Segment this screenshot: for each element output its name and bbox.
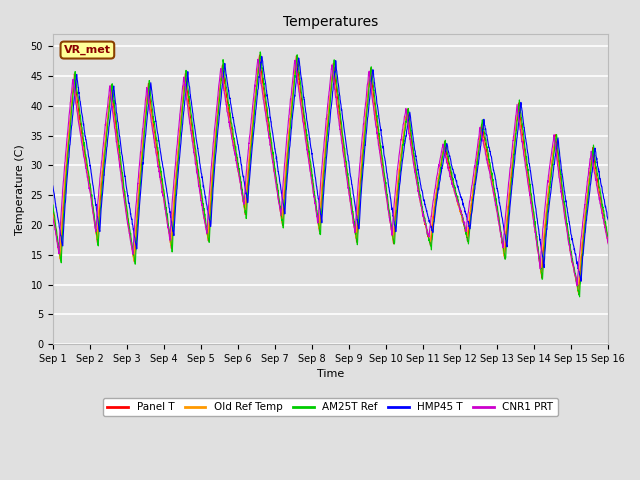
Y-axis label: Temperature (C): Temperature (C) [15,144,25,235]
X-axis label: Time: Time [317,370,344,380]
Title: Temperatures: Temperatures [283,15,378,29]
Legend: Panel T, Old Ref Temp, AM25T Ref, HMP45 T, CNR1 PRT: Panel T, Old Ref Temp, AM25T Ref, HMP45 … [103,398,557,417]
Text: VR_met: VR_met [64,45,111,55]
